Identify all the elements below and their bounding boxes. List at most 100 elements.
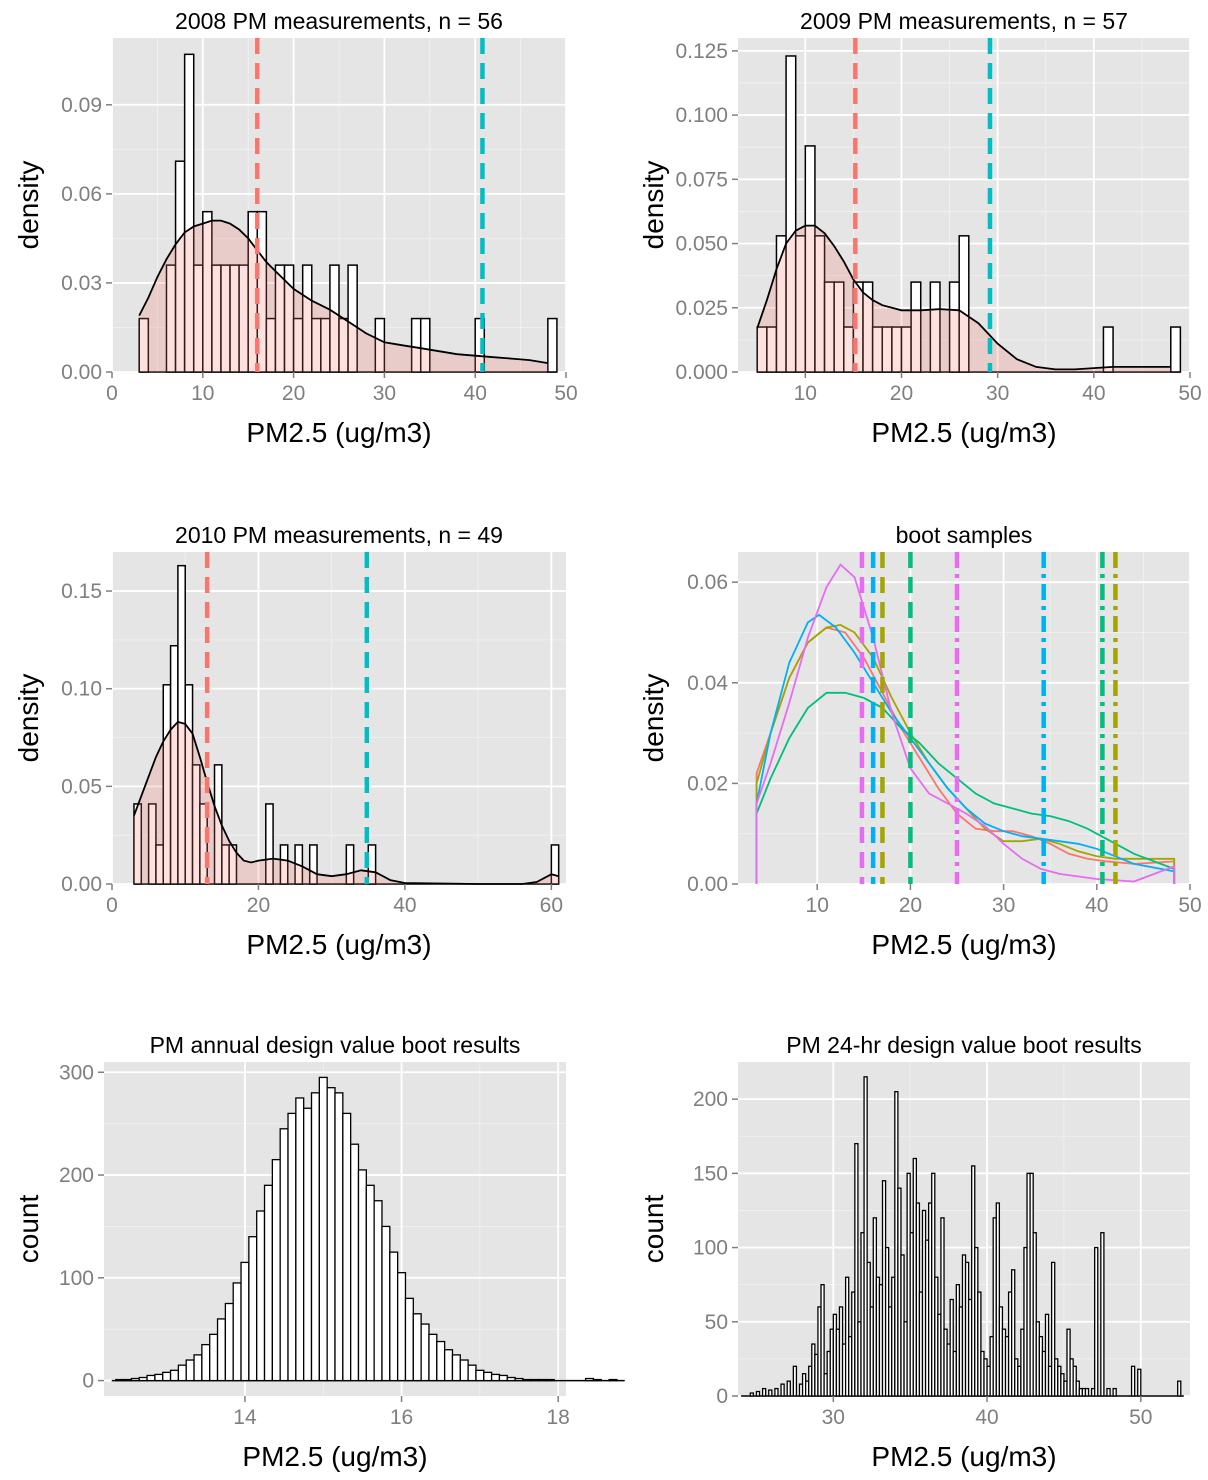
histogram-bar [271, 1158, 281, 1382]
y-tick-label: 200 [59, 1164, 94, 1187]
chart-panel-2: 10 20 30 40 50 0.000 0.025 0.050 0.075 0.100 0.125… [638, 8, 1202, 448]
histogram-bar [785, 55, 797, 373]
chart-title: 2009 PM measurements, n = 57 [800, 8, 1128, 34]
histogram-bar [350, 1143, 360, 1382]
histogram-bar [130, 1377, 140, 1382]
histogram-bar [755, 1390, 761, 1397]
density-line [755, 691, 1176, 884]
x-tick-label: 50 [1129, 1406, 1152, 1429]
histogram-bar [530, 1378, 540, 1382]
histogram-bar [318, 1076, 328, 1382]
density-curve [756, 224, 1171, 371]
y-tick-label: 0.03 [61, 272, 102, 295]
histogram-bar [342, 1112, 352, 1382]
y-tick-label: 0.09 [61, 94, 102, 117]
histogram-bar [404, 1297, 414, 1382]
histogram-bar [483, 1371, 493, 1382]
histogram-bar [310, 1092, 320, 1382]
histogram-bar [1094, 1246, 1099, 1397]
histogram-bar [209, 1333, 219, 1382]
x-tick-label: 30 [992, 894, 1015, 917]
histogram-bar [115, 1378, 125, 1382]
histogram-bar [780, 1383, 785, 1397]
x-tick-label: 30 [986, 382, 1009, 405]
histogram-bar [929, 281, 941, 373]
x-tick-label: 40 [975, 1406, 998, 1429]
histogram-bar [1050, 1261, 1056, 1397]
histogram-bar [1170, 326, 1182, 373]
histogram-bar [820, 1284, 825, 1397]
histogram-bar [854, 1142, 859, 1397]
histogram-bar [193, 1354, 203, 1382]
histogram-bar [279, 1128, 289, 1382]
y-tick-label: 0.15 [61, 580, 102, 603]
plot-background [738, 552, 1190, 884]
y-tick-label: 0.00 [61, 873, 102, 896]
histogram-bar [1112, 1387, 1117, 1397]
x-axis-label: PM2.5 (ug/m3) [871, 929, 1056, 960]
histogram-bar [443, 1349, 454, 1382]
histogram-bar [295, 1097, 305, 1382]
y-tick-label: 0.00 [61, 361, 102, 384]
histogram-bar [459, 1359, 469, 1382]
histogram-bar [995, 1202, 1001, 1397]
histogram-bar [199, 803, 208, 885]
histogram-bar [436, 1340, 446, 1382]
histogram-bar [365, 1184, 375, 1382]
x-tick-label: 10 [806, 894, 829, 917]
histogram-bar [326, 1087, 336, 1382]
y-axis-label: density [13, 161, 44, 250]
x-tick-label: 18 [546, 1406, 569, 1429]
density-line [755, 563, 1176, 884]
x-tick-label: 0 [106, 894, 118, 917]
x-axis-label: PM2.5 (ug/m3) [871, 417, 1056, 448]
y-tick-label: 0.000 [675, 361, 728, 384]
histogram-bar [547, 317, 558, 373]
histogram-bar [749, 1392, 755, 1397]
histogram-bar [550, 844, 560, 885]
density-area [134, 721, 559, 884]
histogram-bar [761, 1387, 767, 1397]
histogram-bar [608, 1378, 618, 1382]
histogram-bar [279, 844, 289, 885]
histogram-bar [183, 53, 195, 373]
histogram-bar [138, 1376, 148, 1382]
histogram-bar [154, 1373, 164, 1382]
histogram-bar [428, 1333, 438, 1382]
chart-panel-3: 0 20 40 60 0.00 0.05 0.10 0.15 2010 PM measureme… [13, 522, 566, 960]
histogram-bar [138, 317, 150, 373]
chart-panel-1: 0 10 20 30 40 50 0.00 0.03 0.06 0.09 2008 PM measu… [13, 8, 578, 448]
x-tick-label: 50 [554, 382, 577, 405]
y-tick-label: 0.02 [687, 772, 728, 795]
x-tick-label: 20 [899, 894, 922, 917]
x-tick-label: 14 [233, 1406, 257, 1429]
histogram-bar [201, 1343, 211, 1382]
x-axis-label: PM2.5 (ug/m3) [246, 417, 431, 448]
x-tick-label: 40 [393, 894, 416, 917]
histogram-bar [910, 281, 922, 373]
x-tick-label: 10 [794, 382, 817, 405]
x-tick-label: 20 [282, 382, 305, 405]
histogram-bar [949, 1298, 954, 1397]
y-tick-label: 0.00 [687, 873, 728, 896]
histogram-bar [240, 1261, 250, 1382]
density-area [139, 220, 548, 372]
histogram-bar [490, 1373, 501, 1382]
y-tick-label: 0 [82, 1370, 94, 1393]
histogram-bar [412, 1313, 422, 1382]
histogram-bar [357, 1169, 367, 1382]
histogram-bar [940, 1217, 945, 1397]
histogram-bar [1011, 1269, 1016, 1397]
histogram-bar [146, 1374, 156, 1382]
x-axis-label: PM2.5 (ug/m3) [246, 929, 431, 960]
histogram-bar [1177, 1380, 1182, 1397]
histogram-bar [345, 844, 355, 885]
chart-title: 2010 PM measurements, n = 49 [175, 522, 503, 548]
histogram-bar [374, 317, 386, 373]
histogram-bar [185, 1359, 195, 1382]
histogram-bar [1032, 1232, 1037, 1397]
density-curve [138, 219, 548, 364]
x-tick-label: 30 [373, 382, 396, 405]
chart-title: PM 24-hr design value boot results [786, 1032, 1141, 1058]
